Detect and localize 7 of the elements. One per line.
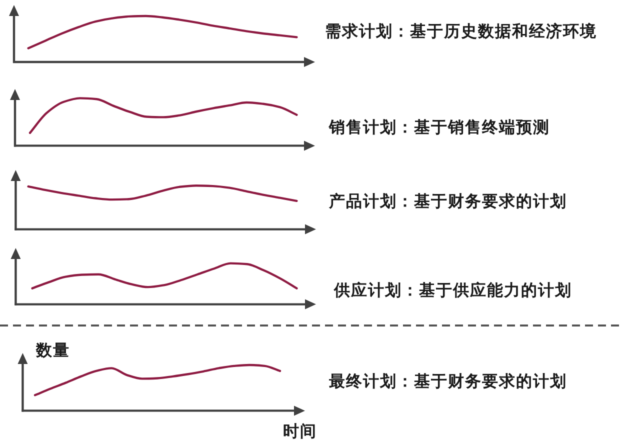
text: 需求计划：基于历史数据和经济环境 [325, 22, 597, 40]
text: 供应计划：基于供应能力的计划 [333, 280, 572, 300]
y-axis-title: 数量 [35, 340, 70, 360]
text: 产品计划：基于财务要求的计划 [328, 192, 567, 210]
text: 最终计划：基于财务要求的计划 [328, 372, 567, 390]
x-axis-title: 时间 [283, 422, 317, 440]
text: 销售计划：基于销售终端预测 [328, 118, 550, 136]
